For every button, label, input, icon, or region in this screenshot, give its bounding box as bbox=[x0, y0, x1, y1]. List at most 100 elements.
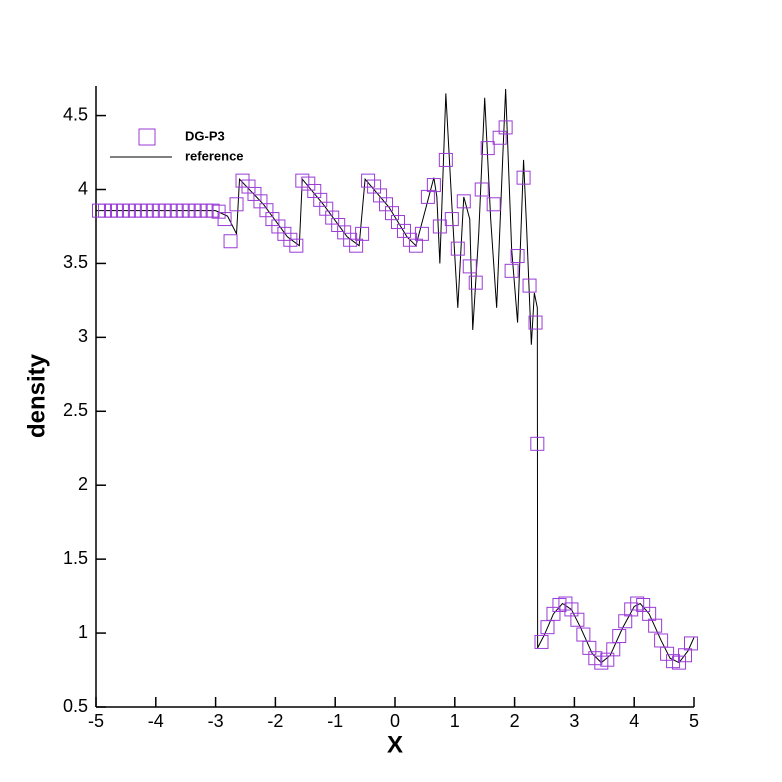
data-point bbox=[438, 152, 453, 167]
x-tick-label: 5 bbox=[689, 711, 699, 731]
data-point bbox=[588, 651, 603, 666]
data-point bbox=[612, 629, 627, 644]
data-point bbox=[564, 602, 579, 617]
data-point bbox=[522, 278, 537, 293]
data-point bbox=[510, 249, 525, 264]
x-tick-label: -5 bbox=[88, 711, 104, 731]
data-point bbox=[516, 170, 531, 185]
data-point bbox=[217, 212, 232, 227]
data-point bbox=[558, 596, 573, 611]
data-point bbox=[337, 225, 352, 240]
data-point bbox=[325, 210, 340, 225]
y-tick-label: 0.5 bbox=[63, 696, 88, 716]
data-point bbox=[307, 183, 322, 198]
data-point bbox=[420, 189, 435, 204]
data-point bbox=[349, 238, 364, 253]
y-tick-label: 3 bbox=[78, 326, 88, 346]
legend-symbol bbox=[138, 128, 156, 146]
data-point bbox=[396, 223, 411, 238]
data-point bbox=[600, 652, 615, 667]
data-point bbox=[355, 226, 370, 241]
data-point bbox=[504, 263, 519, 278]
data-point bbox=[660, 646, 675, 661]
data-point bbox=[265, 212, 280, 227]
data-point bbox=[229, 197, 244, 212]
data-point bbox=[498, 120, 513, 135]
y-tick-label: 2 bbox=[78, 474, 88, 494]
x-tick-label: -2 bbox=[267, 711, 283, 731]
x-tick-label: 4 bbox=[629, 711, 639, 731]
data-point bbox=[319, 201, 334, 216]
y-tick-label: 4 bbox=[78, 178, 88, 198]
data-point bbox=[271, 219, 286, 234]
data-point bbox=[373, 188, 388, 203]
data-point bbox=[468, 275, 483, 290]
data-point bbox=[343, 232, 358, 247]
data-point bbox=[480, 141, 495, 156]
data-point bbox=[618, 614, 633, 629]
data-point bbox=[241, 179, 256, 194]
data-point bbox=[385, 206, 400, 221]
y-tick-label: 3.5 bbox=[63, 252, 88, 272]
data-point bbox=[528, 315, 543, 330]
data-point bbox=[295, 173, 310, 188]
x-tick-label: 3 bbox=[569, 711, 579, 731]
data-point bbox=[444, 212, 459, 227]
y-axis-label: density bbox=[23, 353, 50, 438]
data-point bbox=[402, 232, 417, 247]
x-tick-label: -3 bbox=[208, 711, 224, 731]
x-tick-label: -4 bbox=[148, 711, 164, 731]
data-point bbox=[390, 215, 405, 230]
data-point bbox=[648, 618, 663, 633]
data-point bbox=[486, 197, 501, 212]
x-tick-label: 1 bbox=[450, 711, 460, 731]
y-tick-label: 4.5 bbox=[63, 104, 88, 124]
data-point bbox=[582, 640, 597, 655]
data-point bbox=[301, 176, 316, 191]
y-tick-label: 1.5 bbox=[63, 548, 88, 568]
data-point bbox=[642, 606, 657, 621]
data-point bbox=[530, 436, 545, 451]
x-axis-label: X bbox=[387, 731, 403, 758]
data-point bbox=[666, 654, 681, 669]
data-point bbox=[414, 226, 429, 241]
data-point bbox=[474, 182, 489, 197]
data-point bbox=[211, 204, 226, 219]
data-point bbox=[289, 238, 304, 253]
data-point bbox=[450, 241, 465, 256]
data-point bbox=[331, 217, 346, 232]
data-point bbox=[552, 597, 567, 612]
data-point bbox=[379, 197, 394, 212]
data-point bbox=[235, 173, 250, 188]
data-point bbox=[636, 597, 651, 612]
x-tick-label: 0 bbox=[390, 711, 400, 731]
data-point bbox=[277, 226, 292, 241]
data-point bbox=[247, 186, 262, 201]
data-point bbox=[426, 178, 441, 193]
data-point bbox=[624, 602, 639, 617]
data-point bbox=[253, 194, 268, 209]
data-point bbox=[456, 194, 471, 209]
data-point bbox=[570, 612, 585, 627]
data-point bbox=[367, 179, 382, 194]
data-point bbox=[361, 173, 376, 188]
data-point bbox=[462, 259, 477, 274]
data-point bbox=[408, 238, 423, 253]
data-point bbox=[672, 655, 687, 670]
data-point bbox=[492, 130, 507, 145]
y-tick-label: 2.5 bbox=[63, 400, 88, 420]
data-point bbox=[313, 192, 328, 207]
legend-label: DG-P3 bbox=[185, 128, 225, 143]
data-point bbox=[432, 219, 447, 234]
data-point bbox=[678, 648, 693, 663]
data-point bbox=[630, 596, 645, 611]
y-tick-label: 1 bbox=[78, 622, 88, 642]
reference-line bbox=[96, 88, 695, 664]
data-point bbox=[283, 232, 298, 247]
data-point bbox=[534, 634, 549, 649]
data-point bbox=[223, 234, 238, 249]
x-tick-label: 2 bbox=[510, 711, 520, 731]
data-point bbox=[205, 203, 220, 218]
data-point bbox=[594, 655, 609, 670]
